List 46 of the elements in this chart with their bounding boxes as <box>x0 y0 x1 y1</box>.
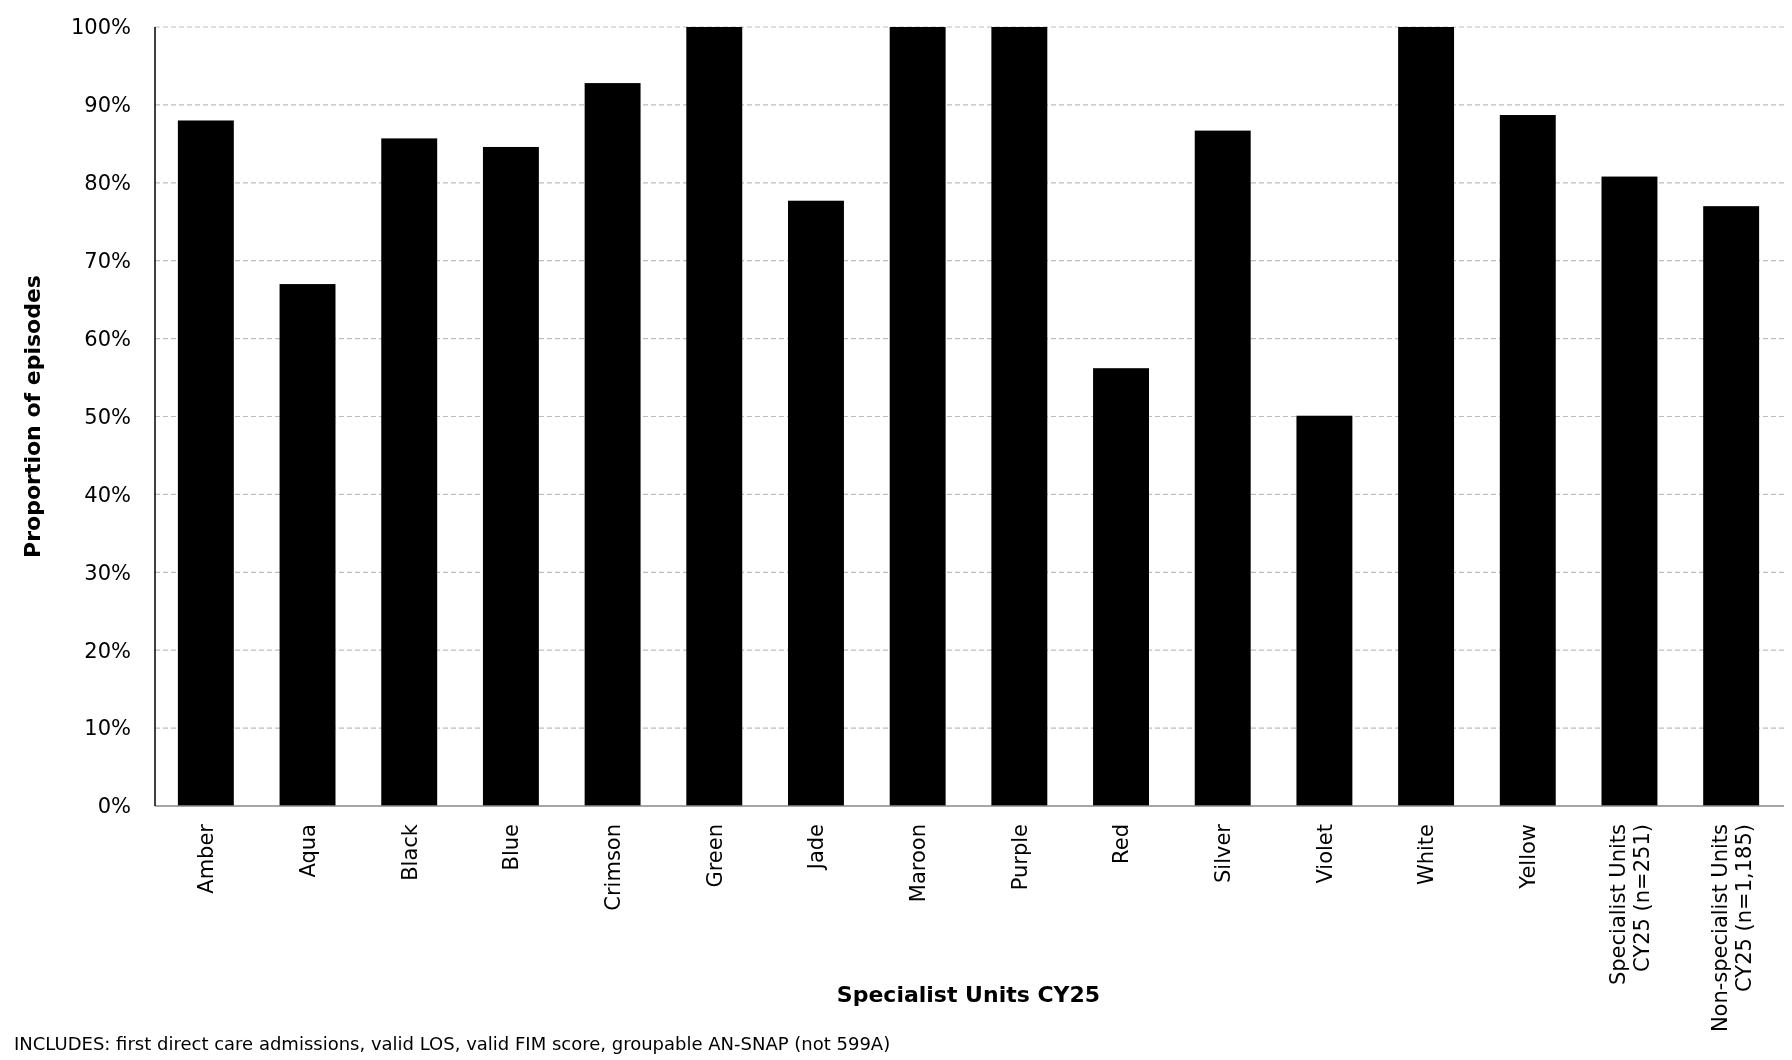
y-tick-label: 60% <box>84 326 131 351</box>
y-tick-label: 50% <box>84 404 131 429</box>
x-tick-label: Silver <box>1211 823 1236 883</box>
bar <box>1601 176 1658 806</box>
bar <box>1093 368 1149 806</box>
bar <box>788 200 844 806</box>
y-tick-label: 30% <box>84 560 131 585</box>
y-tick-label: 90% <box>84 93 131 118</box>
y-tick-label: 40% <box>84 482 131 507</box>
x-tick-label: Purple <box>1007 824 1032 891</box>
x-tick-label: Yellow <box>1516 824 1541 890</box>
y-axis-title: Proportion of episodes <box>20 275 45 558</box>
x-tick-label: Aqua <box>295 824 320 878</box>
x-tick-label: Red <box>1109 824 1134 864</box>
bar <box>1398 27 1455 806</box>
x-tick-label: Non-specialist Units CY25 (n=1,185) <box>1707 824 1756 1033</box>
x-tick-label: Amber <box>194 823 219 894</box>
x-tick-label: Black <box>397 823 422 881</box>
x-tick-label: Maroon <box>906 824 931 903</box>
bar <box>482 146 539 806</box>
bar <box>1194 130 1251 806</box>
bar <box>177 120 234 806</box>
x-tick-label: Specialist Units CY25 (n=251) <box>1605 824 1654 986</box>
x-axis-title: Specialist Units CY25 <box>836 982 1101 1007</box>
x-tick-label: Blue <box>499 824 524 871</box>
y-tick-label: 80% <box>84 171 131 196</box>
bar <box>584 83 641 806</box>
x-tick-label: Violet <box>1312 824 1337 884</box>
y-tick-label: 10% <box>84 716 131 741</box>
text: INCLUDES: first direct care admissions, valid LOS, valid FIM score, groupable AN-SNAP (not 599A) <box>14 1033 891 1054</box>
bar <box>279 284 336 806</box>
bar <box>1703 206 1760 806</box>
x-tick-label: Crimson <box>600 824 625 911</box>
x-tick-label: Green <box>702 824 727 888</box>
bar <box>991 27 1048 806</box>
y-tick-label: 100% <box>70 15 131 40</box>
x-tick-label: White <box>1414 824 1439 886</box>
x-tick-label: Jade <box>804 824 829 872</box>
y-tick-label: 0% <box>97 794 131 819</box>
bar <box>1296 415 1353 806</box>
y-tick-label: 20% <box>84 638 131 663</box>
bar <box>1499 115 1556 806</box>
y-tick-label: 70% <box>84 249 131 274</box>
bar <box>686 27 743 806</box>
bar <box>381 138 438 806</box>
bar <box>889 27 946 806</box>
